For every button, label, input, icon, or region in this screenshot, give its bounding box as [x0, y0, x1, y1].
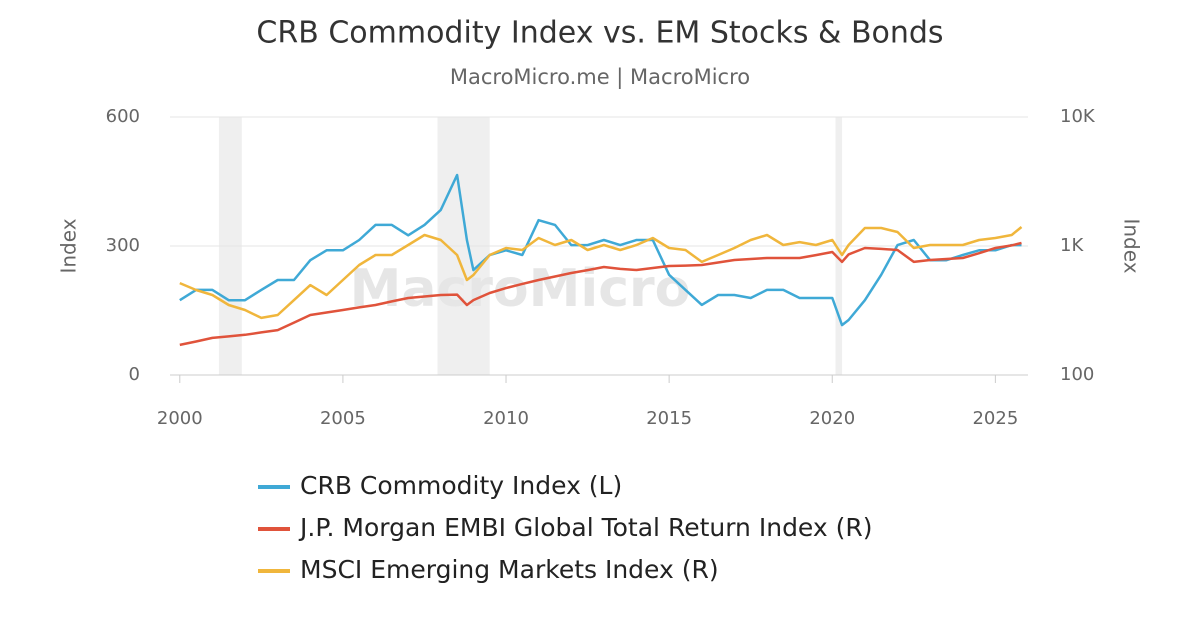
x-tick-label: 2015	[646, 408, 692, 429]
y-tick-label: 600	[106, 106, 140, 127]
y-axis-label: Index	[57, 218, 81, 273]
chart-subtitle: MacroMicro.me | MacroMicro	[450, 65, 750, 90]
series-line	[179, 226, 1023, 320]
series-line	[179, 173, 1022, 327]
chart-title: CRB Commodity Index vs. EM Stocks & Bond…	[256, 16, 943, 51]
y2-tick-label: 100	[1060, 364, 1094, 385]
x-tick-label: 2000	[157, 408, 203, 429]
y2-tick-label: 10K	[1060, 106, 1096, 127]
legend-label: CRB Commodity Index (L)	[300, 471, 622, 500]
y2-axis-label: Index	[1120, 218, 1144, 273]
x-tick-label: 2020	[809, 408, 855, 429]
legend-label: J.P. Morgan EMBI Global Total Return Ind…	[298, 513, 873, 542]
legend-label: MSCI Emerging Markets Index (R)	[300, 555, 719, 584]
x-tick-label: 2025	[972, 408, 1018, 429]
watermark: MacroMicro	[350, 259, 691, 319]
y-tick-label: 0	[129, 364, 140, 385]
y-tick-label: 300	[106, 235, 140, 256]
series-line	[179, 241, 1022, 347]
y2-tick-label: 1K	[1060, 235, 1084, 256]
x-tick-label: 2005	[320, 408, 366, 429]
x-tick-label: 2010	[483, 408, 529, 429]
